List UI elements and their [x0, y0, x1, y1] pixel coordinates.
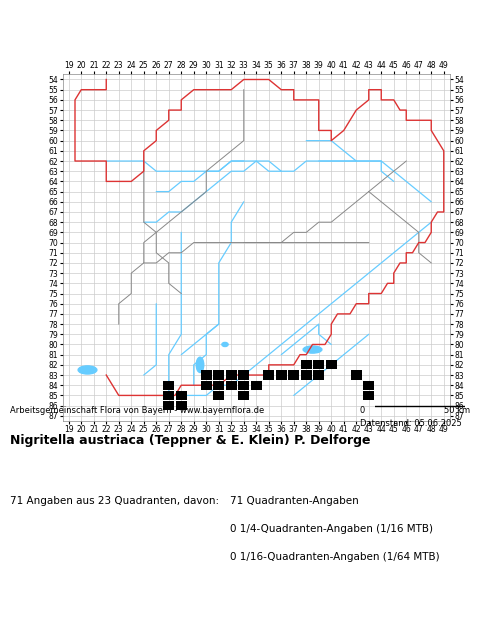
Bar: [213, 391, 224, 400]
Bar: [313, 371, 324, 379]
Text: 0 1/4-Quadranten-Angaben (1/16 MTB): 0 1/4-Quadranten-Angaben (1/16 MTB): [230, 524, 433, 534]
Bar: [326, 360, 337, 370]
Bar: [163, 391, 174, 400]
Bar: [163, 401, 174, 410]
Text: 0: 0: [360, 406, 365, 415]
Bar: [200, 371, 212, 379]
Ellipse shape: [78, 366, 97, 374]
Text: 71 Quadranten-Angaben: 71 Quadranten-Angaben: [230, 496, 359, 506]
Bar: [238, 371, 250, 379]
Bar: [226, 371, 237, 379]
Bar: [238, 381, 250, 390]
Text: Nigritella austriaca (Teppner & E. Klein) P. Delforge: Nigritella austriaca (Teppner & E. Klein…: [10, 434, 370, 447]
Ellipse shape: [303, 346, 322, 353]
Text: Datenstand: 05.06.2025: Datenstand: 05.06.2025: [360, 418, 462, 428]
Bar: [288, 371, 300, 379]
Bar: [276, 371, 287, 379]
Bar: [313, 360, 324, 370]
Ellipse shape: [196, 357, 204, 373]
Bar: [176, 401, 187, 410]
Bar: [176, 391, 187, 400]
Bar: [250, 381, 262, 390]
Bar: [363, 391, 374, 400]
Bar: [300, 360, 312, 370]
Bar: [200, 381, 212, 390]
Bar: [226, 381, 237, 390]
Bar: [213, 381, 224, 390]
Ellipse shape: [222, 342, 228, 347]
Text: 50 km: 50 km: [444, 406, 470, 415]
Bar: [363, 381, 374, 390]
Bar: [213, 371, 224, 379]
Bar: [238, 391, 250, 400]
Text: 71 Angaben aus 23 Quadranten, davon:: 71 Angaben aus 23 Quadranten, davon:: [10, 496, 219, 506]
Text: Arbeitsgemeinschaft Flora von Bayern - www.bayernflora.de: Arbeitsgemeinschaft Flora von Bayern - w…: [10, 406, 264, 415]
Bar: [350, 371, 362, 379]
Bar: [300, 371, 312, 379]
Bar: [263, 371, 274, 379]
Bar: [163, 381, 174, 390]
Text: 0 1/16-Quadranten-Angaben (1/64 MTB): 0 1/16-Quadranten-Angaben (1/64 MTB): [230, 552, 440, 562]
